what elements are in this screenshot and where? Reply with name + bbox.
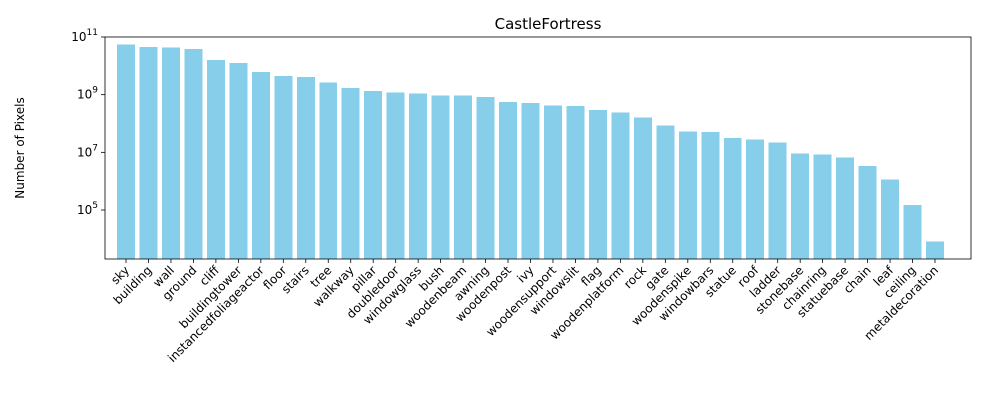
bar-wall <box>161 47 180 259</box>
bar-doubledoor <box>386 92 405 259</box>
bar-chainring <box>813 154 832 259</box>
bar-bush <box>431 95 450 259</box>
bar-leaf <box>881 179 900 259</box>
chart-title: CastleFortress <box>495 15 602 33</box>
bar-statue <box>723 137 742 259</box>
bar-woodenbeam <box>454 95 473 260</box>
bar-metaldecoration <box>926 241 944 259</box>
plot-frame <box>104 36 972 260</box>
bar-woodensupport <box>543 105 562 259</box>
y-tick-label: 109 <box>77 86 98 102</box>
bar-woodenplatform <box>611 112 630 259</box>
bar-windowglass <box>409 93 428 259</box>
bar-awning <box>476 97 495 259</box>
bar-sky <box>117 44 135 259</box>
bar-windowslit <box>566 105 585 259</box>
bar-ceiling <box>903 204 922 259</box>
y-tick-label: 105 <box>77 201 98 217</box>
bar-statuebase <box>836 157 855 259</box>
bars-group <box>117 44 944 260</box>
bar-pillar <box>364 90 383 259</box>
bar-floor <box>274 75 293 259</box>
bar-cliff <box>206 59 225 260</box>
bar-building <box>139 47 158 259</box>
y-axis-label: Number of Pixels <box>13 97 27 198</box>
bar-instancedfoliageactor <box>251 72 270 259</box>
bar-stonebase <box>791 153 810 259</box>
bar-roof <box>746 139 765 259</box>
bar-stairs <box>296 77 315 259</box>
bar-ivy <box>521 102 540 259</box>
y-axis: 105 107 109 1011 <box>71 28 105 217</box>
bar-woodenspike <box>678 131 697 259</box>
x-tick-label: rock <box>621 263 649 291</box>
bar-buildingtower <box>229 63 248 259</box>
bar-gate <box>656 125 675 259</box>
bar-chain <box>858 166 877 259</box>
bar-tree <box>319 82 338 259</box>
bar-flag <box>588 109 607 259</box>
x-axis: skybuildingwallgroundcliffbuildingtoweri… <box>108 259 941 365</box>
bar-walkway <box>341 88 360 259</box>
bar-woodenpost <box>499 101 518 260</box>
bar-windowbars <box>701 132 720 259</box>
bar-ground <box>184 49 203 260</box>
bar-rock <box>633 117 652 260</box>
y-tick-label: 1011 <box>71 28 98 44</box>
bar-ladder <box>768 142 787 259</box>
y-tick-label: 107 <box>77 143 98 159</box>
